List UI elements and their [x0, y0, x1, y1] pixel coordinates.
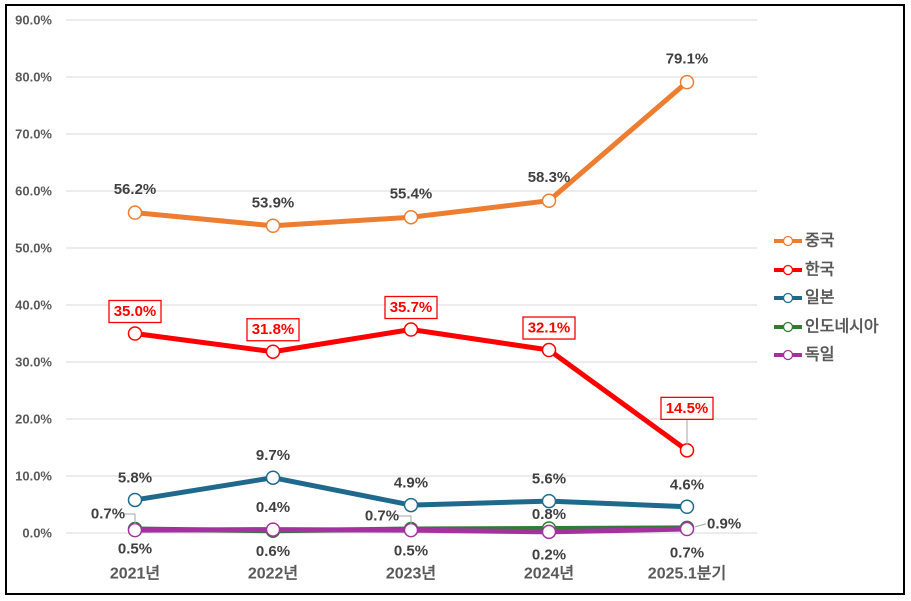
x-tick-label: 2022년 [248, 564, 298, 583]
data-point-germany [679, 521, 695, 537]
data-label-germany: 0.2% [532, 546, 566, 563]
x-axis: 2021년 2022년 2023년 2024년 2025.1분기 [110, 564, 726, 583]
y-tick-label: 70.0% [15, 127, 52, 142]
data-point-korea [265, 344, 281, 359]
legend-item-germany: 독일 [774, 346, 834, 364]
series-korea [127, 322, 695, 458]
y-tick-label: 60.0% [15, 184, 52, 199]
legend-item-japan: 일본 [774, 289, 835, 307]
data-label-china: 58.3% [528, 169, 571, 186]
data-label-box [522, 316, 576, 340]
data-label-indonesia: 0.7% [91, 506, 125, 523]
legend-label: 한국 [805, 260, 835, 279]
data-label-china: 56.2% [114, 181, 157, 198]
legend-label: 인도네시아 [805, 318, 879, 336]
series-germany [127, 521, 695, 540]
data-label-box [660, 396, 714, 421]
data-label-box [246, 318, 300, 342]
data-point-korea [679, 443, 695, 458]
data-point-japan [127, 492, 143, 508]
data-point-china [541, 193, 557, 208]
data-label-indonesia: 0.4% [256, 499, 290, 516]
legend-label: 독일 [805, 346, 834, 364]
y-tick-label: 10.0% [15, 469, 52, 484]
series-china [127, 74, 695, 234]
legend-marker-icon [782, 235, 794, 247]
y-tick-label: 0.0% [22, 526, 52, 541]
data-label-japan: 5.8% [118, 469, 152, 486]
leader-line [125, 513, 136, 525]
data-label-japan: 4.9% [394, 475, 428, 492]
x-tick-label: 2023년 [386, 564, 436, 583]
data-label-germany: 0.6% [256, 543, 290, 560]
plot-area [127, 74, 695, 540]
data-point-korea [127, 326, 143, 341]
data-label-korea: 31.8% [252, 321, 295, 338]
data-label-germany: 0.5% [118, 541, 152, 558]
data-point-china [403, 209, 419, 225]
data-point-korea [541, 342, 557, 358]
data-label-indonesia: 0.8% [532, 506, 566, 523]
data-label-indonesia: 0.7% [365, 508, 399, 525]
data-label-china: 55.4% [390, 186, 433, 203]
legend-item-korea: 한국 [774, 260, 835, 279]
data-point-china [127, 205, 143, 220]
y-tick-label: 50.0% [15, 241, 52, 256]
legend-label: 중국 [805, 232, 835, 250]
data-label-indonesia: 0.9% [707, 515, 741, 532]
data-point-japan [541, 493, 557, 509]
legend-marker-icon [782, 321, 794, 333]
data-point-japan [679, 499, 695, 515]
data-point-germany [127, 522, 143, 538]
y-tick-label: 80.0% [15, 70, 52, 85]
data-point-germany [541, 524, 557, 540]
data-point-china [679, 74, 695, 90]
data-label-china: 53.9% [252, 194, 295, 211]
data-labels: 56.2% 53.9% 55.4% 58.3% 79.1% 35.0% 31.8% 35.7%… [91, 51, 741, 564]
data-point-japan [265, 470, 281, 485]
data-label-korea: 35.7% [390, 299, 433, 316]
data-label-box [384, 295, 438, 320]
data-label-germany: 0.5% [394, 543, 428, 560]
data-point-china [265, 218, 281, 234]
legend-marker-icon [782, 264, 794, 276]
y-axis: 0.0% 10.0% 20.0% 30.0% 40.0% 50.0% 60.0% 70.0% 8… [15, 13, 52, 541]
data-label-china: 79.1% [666, 51, 709, 68]
data-label-japan: 5.6% [532, 471, 566, 488]
legend-item-indonesia: 인도네시아 [774, 318, 879, 336]
data-label-japan: 9.7% [256, 447, 290, 464]
y-tick-label: 40.0% [15, 298, 52, 313]
leader-line [398, 515, 412, 525]
data-label-korea: 14.5% [666, 400, 709, 417]
series-japan [127, 470, 695, 515]
data-point-japan [403, 497, 419, 513]
y-tick-label: 20.0% [15, 412, 52, 427]
data-point-germany [265, 522, 281, 537]
data-label-japan: 4.6% [670, 476, 704, 493]
legend-item-china: 중국 [774, 232, 835, 250]
y-tick-label: 90.0% [15, 13, 52, 28]
data-label-box [108, 299, 162, 324]
data-point-korea [403, 322, 419, 337]
gridlines [66, 19, 757, 534]
y-tick-label: 30.0% [15, 355, 52, 370]
data-label-germany: 0.7% [670, 545, 704, 562]
data-label-korea: 32.1% [528, 320, 571, 337]
data-point-germany [403, 522, 419, 538]
leader-line [694, 523, 707, 528]
legend-marker-icon [782, 292, 794, 304]
x-tick-label: 2024년 [524, 564, 574, 583]
x-tick-label: 2021년 [110, 564, 160, 583]
data-label-korea: 35.0% [114, 303, 157, 320]
legend-marker-icon [782, 349, 794, 361]
legend-label: 일본 [805, 289, 835, 307]
x-tick-label: 2025.1분기 [648, 565, 726, 583]
